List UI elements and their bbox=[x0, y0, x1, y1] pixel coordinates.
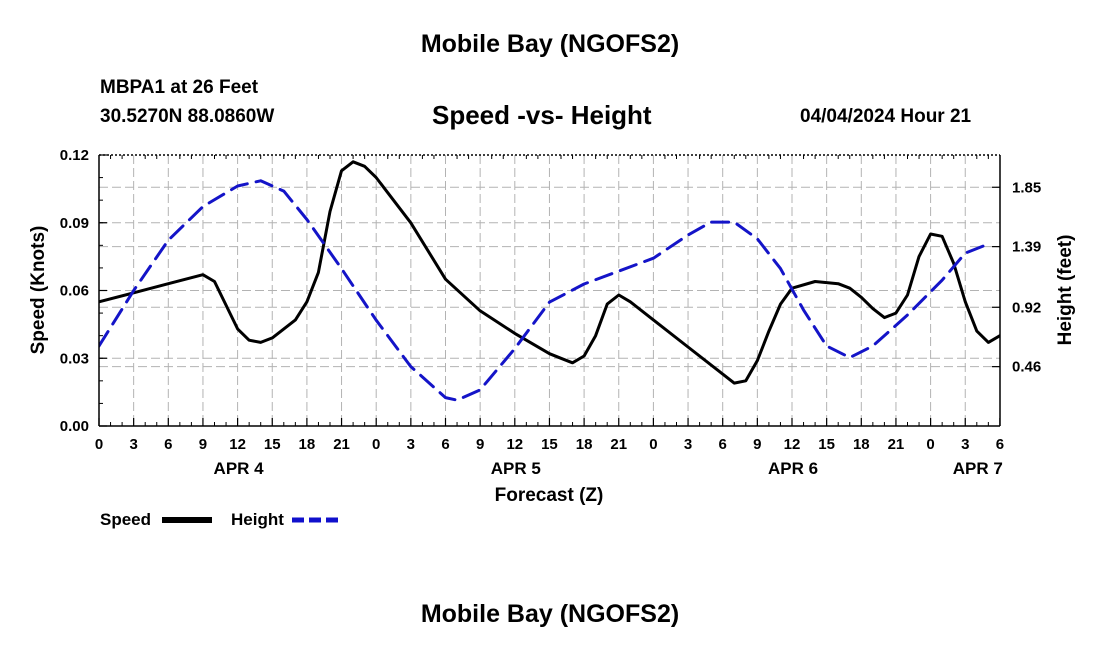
x-tick-label: 6 bbox=[441, 436, 449, 453]
x-tick-label: 6 bbox=[719, 436, 727, 453]
footer-title: Mobile Bay (NGOFS2) bbox=[420, 600, 680, 628]
station-coordinates: 30.5270N 88.0860W bbox=[100, 106, 275, 127]
date-label: APR 5 bbox=[491, 459, 541, 478]
x-tick-label: 9 bbox=[753, 436, 761, 453]
y-axis-left-title: Speed (Knots) bbox=[28, 226, 49, 355]
x-tick-label: 18 bbox=[299, 436, 316, 453]
chart-subtitle: Speed -vs- Height bbox=[432, 100, 652, 130]
x-tick-label: 6 bbox=[164, 436, 172, 453]
x-tick-label: 3 bbox=[684, 436, 692, 453]
y-right-tick-label: 0.46 bbox=[1012, 359, 1041, 376]
x-tick-label: 15 bbox=[818, 436, 835, 453]
legend-label-height: Height bbox=[231, 510, 284, 529]
x-tick-label: 15 bbox=[264, 436, 281, 453]
chart-ticks: 0 3 6 9 12 15 18 21 0 3 6 9 12 15 18 21 0 3 6 9 12 15 18 21 0 3 6 A… bbox=[60, 147, 1041, 478]
date-label: APR 4 bbox=[214, 459, 265, 478]
station-label: MBPA1 at 26 Feet bbox=[100, 77, 259, 98]
x-tick-label: 0 bbox=[372, 436, 380, 453]
x-axis-title: Forecast (Z) bbox=[495, 485, 604, 506]
x-tick-label: 0 bbox=[649, 436, 657, 453]
y-left-tick-label: 0.03 bbox=[60, 350, 89, 367]
date-label: APR 6 bbox=[768, 459, 818, 478]
y-right-tick-label: 0.92 bbox=[1012, 299, 1041, 316]
y-left-tick-label: 0.06 bbox=[60, 283, 89, 300]
x-tick-label: 6 bbox=[996, 436, 1004, 453]
x-tick-label: 0 bbox=[926, 436, 934, 453]
y-right-tick-label: 1.85 bbox=[1012, 179, 1041, 196]
x-tick-label: 3 bbox=[129, 436, 137, 453]
x-tick-label: 21 bbox=[888, 436, 905, 453]
y-left-tick-label: 0.12 bbox=[60, 147, 89, 164]
x-tick-label: 18 bbox=[853, 436, 870, 453]
x-tick-label: 12 bbox=[506, 436, 523, 453]
y-left-tick-label: 0.00 bbox=[60, 418, 89, 435]
x-tick-label: 3 bbox=[961, 436, 969, 453]
chart-legend: Speed Height bbox=[100, 510, 342, 529]
series-line-speed bbox=[99, 160, 1000, 385]
x-tick-label: 3 bbox=[407, 436, 415, 453]
chart-series bbox=[99, 160, 1000, 402]
x-tick-label: 21 bbox=[333, 436, 350, 453]
chart-grid bbox=[99, 155, 1000, 426]
x-tick-label: 18 bbox=[576, 436, 593, 453]
x-tick-label: 15 bbox=[541, 436, 558, 453]
x-tick-label: 12 bbox=[229, 436, 246, 453]
x-tick-label: 9 bbox=[476, 436, 484, 453]
y-right-tick-label: 1.39 bbox=[1012, 239, 1041, 256]
forecast-datetime: 04/04/2024 Hour 21 bbox=[800, 106, 972, 127]
x-tick-label: 9 bbox=[199, 436, 207, 453]
x-tick-label: 0 bbox=[95, 436, 103, 453]
series-line-height bbox=[99, 179, 990, 402]
legend-label-speed: Speed bbox=[100, 510, 151, 529]
y-axis-right-title: Height (feet) bbox=[1055, 235, 1076, 346]
x-tick-label: 12 bbox=[784, 436, 801, 453]
date-label: APR 7 bbox=[953, 459, 1003, 478]
y-left-tick-label: 0.09 bbox=[60, 215, 89, 232]
chart-title: Mobile Bay (NGOFS2) bbox=[420, 30, 680, 58]
x-tick-label: 21 bbox=[610, 436, 627, 453]
